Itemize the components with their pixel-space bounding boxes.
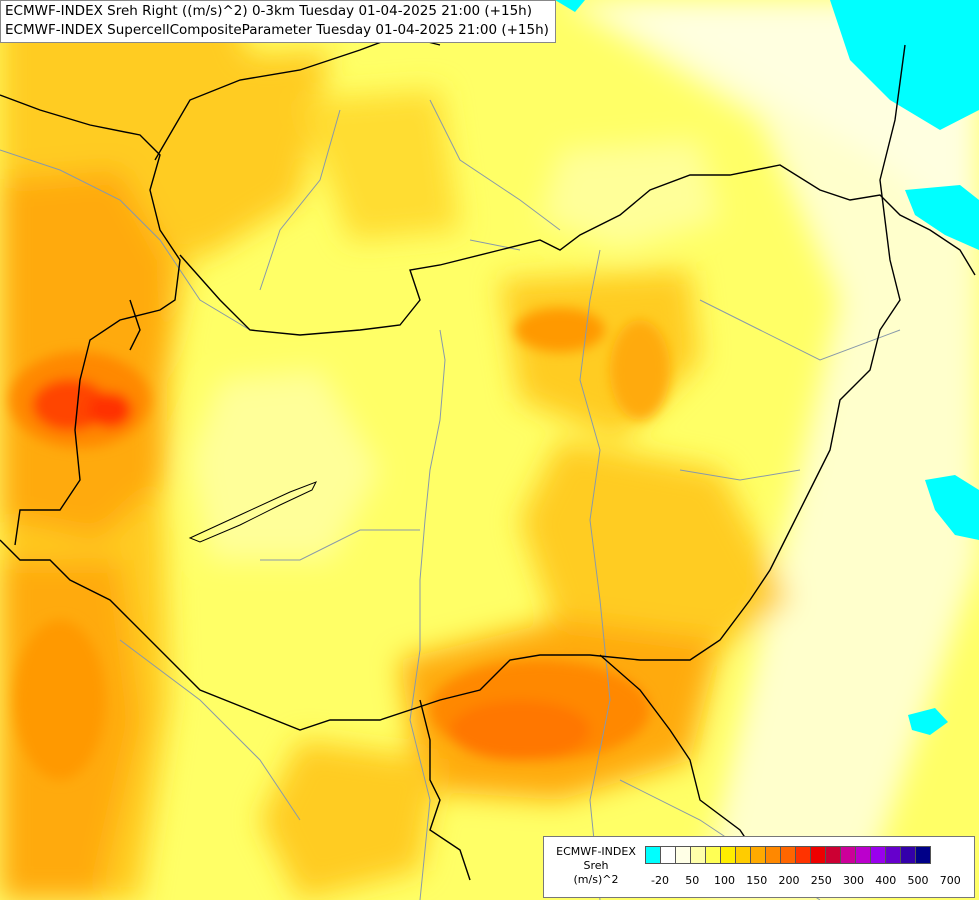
color-legend: ECMWF-INDEX Sreh (m/s)^2 -20 50 100 150 200 2… — [543, 836, 975, 898]
legend-swatch — [690, 846, 706, 864]
legend-tick-label: -20 — [651, 874, 669, 887]
legend-swatch — [810, 846, 826, 864]
legend-tick-label: 200 — [778, 874, 800, 887]
legend-swatch — [660, 846, 676, 864]
legend-tick-label: 250 — [810, 874, 832, 887]
legend-line-1: ECMWF-INDEX — [556, 845, 636, 858]
legend-swatch — [765, 846, 781, 864]
legend-swatch — [825, 846, 841, 864]
river-lines — [0, 99, 901, 900]
map-title: ECMWF-INDEX Sreh Right ((m/s)^2) 0-3km T… — [0, 0, 556, 43]
legend-swatch — [645, 846, 661, 864]
legend-ticks: -20 50 100 150 200 250 300 400 500 700 — [645, 874, 975, 890]
legend-tick-label: 150 — [746, 874, 768, 887]
legend-swatches — [645, 846, 931, 864]
legend-tick-label: 50 — [685, 874, 700, 887]
legend-title: ECMWF-INDEX Sreh (m/s)^2 — [550, 845, 642, 887]
legend-swatch — [855, 846, 871, 864]
lake-balaton — [188, 481, 318, 543]
title-line-2: ECMWF-INDEX SupercellCompositeParameter … — [5, 22, 549, 38]
legend-swatch — [900, 846, 916, 864]
legend-tick-label: 400 — [875, 874, 897, 887]
legend-swatch — [915, 846, 931, 864]
legend-swatch — [735, 846, 751, 864]
legend-swatch — [720, 846, 736, 864]
legend-swatch — [705, 846, 721, 864]
legend-swatch — [750, 846, 766, 864]
sreh-maxima — [10, 308, 670, 780]
legend-swatch — [840, 846, 856, 864]
legend-line-2: Sreh — [583, 859, 609, 872]
legend-tick-label: 100 — [714, 874, 735, 887]
legend-tick-label: 500 — [907, 874, 929, 887]
legend-swatch — [675, 846, 691, 864]
legend-swatch — [885, 846, 901, 864]
legend-tick-label: 700 — [939, 874, 961, 887]
legend-tick-label: 300 — [843, 874, 864, 887]
legend-swatch — [870, 846, 886, 864]
title-line-1: ECMWF-INDEX Sreh Right ((m/s)^2) 0-3km T… — [5, 3, 532, 19]
legend-swatch — [780, 846, 796, 864]
cape-blobs — [555, 0, 979, 735]
legend-swatch — [795, 846, 811, 864]
legend-line-3: (m/s)^2 — [573, 873, 619, 886]
